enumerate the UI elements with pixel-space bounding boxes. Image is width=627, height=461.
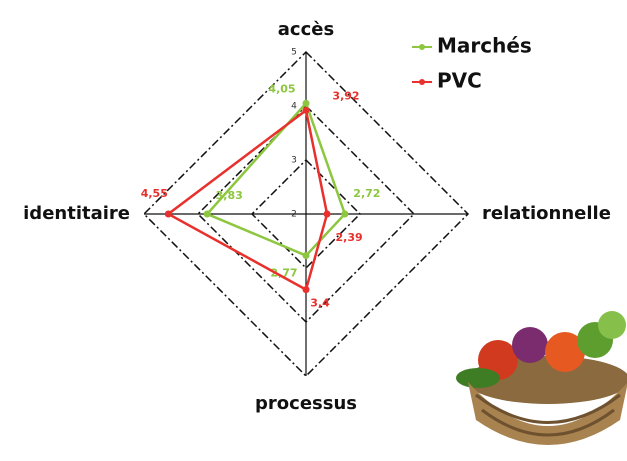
data-point: [302, 106, 310, 114]
data-label: 4,55: [141, 187, 168, 200]
data-point: [164, 210, 172, 218]
data-label: 2,72: [353, 187, 380, 200]
r-tick-label: 5: [291, 48, 297, 58]
legend-label: PVC: [437, 69, 482, 93]
data-label: 4,05: [268, 82, 295, 95]
data-label: 2,77: [270, 267, 297, 280]
data-label: 2,39: [335, 231, 362, 244]
axis-label: identitaire: [23, 203, 130, 224]
legend-marker: [419, 44, 425, 50]
legend-marker: [419, 79, 425, 85]
basket-picture: [456, 311, 627, 445]
data-point: [323, 210, 331, 218]
grid-ring: [142, 50, 470, 378]
data-point: [203, 210, 211, 218]
legend-label: Marchés: [437, 34, 532, 58]
series-line: [205, 100, 347, 258]
r-tick-label: 3: [291, 156, 297, 166]
r-tick-label: 4: [291, 102, 297, 112]
data-point: [302, 99, 310, 107]
data-point: [341, 210, 349, 218]
data-label: 3,92: [332, 89, 359, 102]
data-point: [302, 286, 310, 294]
data-point: [302, 252, 310, 260]
data-label: 3,83: [216, 189, 243, 202]
axis-label: accès: [278, 19, 334, 40]
grid-ring: [250, 158, 362, 270]
data-label: 3,4: [310, 297, 330, 310]
axis-label: relationnelle: [482, 203, 611, 224]
axis-label: processus: [255, 393, 357, 414]
